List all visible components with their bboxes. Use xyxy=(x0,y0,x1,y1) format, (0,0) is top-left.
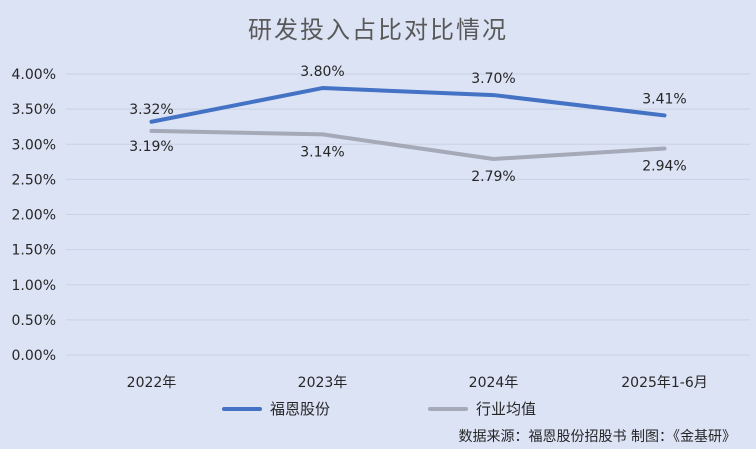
x-tick-label: 2024年 xyxy=(469,375,519,391)
y-tick-label: 3.00% xyxy=(12,137,56,153)
series-line-fuen xyxy=(149,86,667,124)
source-note: 数据来源：福恩股份招股书 制图：《金基研》 xyxy=(458,429,736,445)
y-tick-label: 1.00% xyxy=(12,278,56,294)
data-label-fuen: 3.80% xyxy=(300,64,344,80)
legend-swatch-industry xyxy=(428,406,468,411)
legend-label-industry: 行业均值 xyxy=(476,400,537,418)
data-label-industry: 3.19% xyxy=(129,139,173,155)
legend-item-fuen: 福恩股份 xyxy=(222,398,330,419)
y-tick-label: 2.00% xyxy=(12,208,56,224)
y-tick-label: 0.50% xyxy=(12,313,56,329)
legend-swatch-fuen xyxy=(222,406,262,411)
legend-item-industry: 行业均值 xyxy=(428,398,536,419)
legend-label-fuen: 福恩股份 xyxy=(270,400,331,418)
y-tick-label: 1.50% xyxy=(12,243,56,259)
y-tick-label: 0.00% xyxy=(12,348,56,364)
chart-title: 研发投入占比对比情况 xyxy=(248,16,508,44)
y-tick-label: 2.50% xyxy=(12,172,56,188)
data-label-industry: 2.79% xyxy=(471,169,515,185)
series-line-industry xyxy=(149,128,667,162)
x-tick-label: 2023年 xyxy=(298,375,348,391)
data-label-industry: 2.94% xyxy=(642,158,686,174)
data-label-fuen: 3.32% xyxy=(129,102,173,118)
data-label-industry: 3.14% xyxy=(300,144,344,160)
x-tick-label: 2025年1-6月 xyxy=(621,375,708,391)
data-label-fuen: 3.41% xyxy=(642,91,686,107)
data-label-fuen: 3.70% xyxy=(471,71,515,87)
y-tick-label: 3.50% xyxy=(12,102,56,118)
legend: 福恩股份 行业均值 xyxy=(0,398,756,422)
x-tick-label: 2022年 xyxy=(127,375,177,391)
y-tick-label: 4.00% xyxy=(12,67,56,83)
